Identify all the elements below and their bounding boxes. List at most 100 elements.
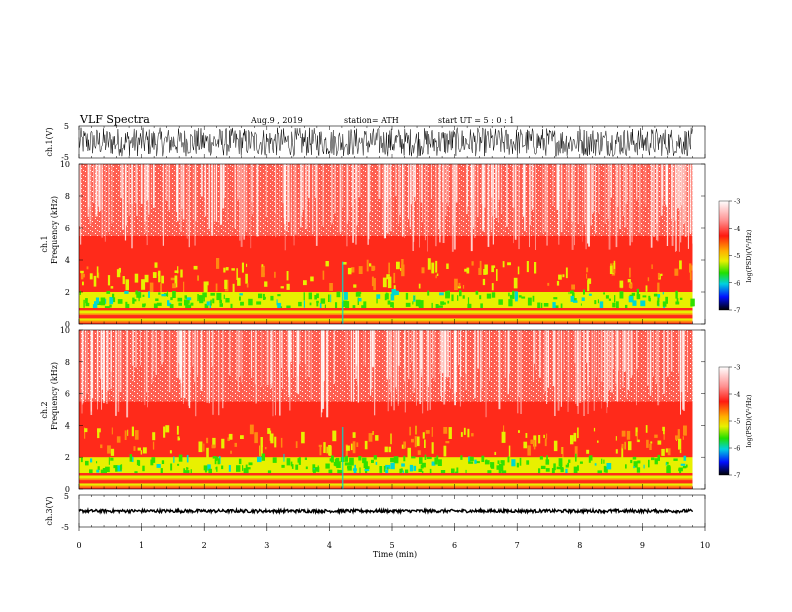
colorbar-tick-label: -3 [734,198,740,206]
spec-mid-patch [615,449,618,454]
spec-streak [310,330,312,400]
spec-streak [378,164,381,199]
spec-streak [133,330,134,381]
spec-streak [576,330,579,406]
spec-low-patch [455,471,457,475]
spec-streak [529,164,530,248]
spec-streak [387,330,389,412]
spec-streak [481,164,483,205]
spec-streak [208,330,210,404]
spec-streak [287,330,289,371]
spec-streak [626,330,628,398]
spec-streak [608,330,611,390]
spec-mid-patch [97,272,100,279]
spec-streak [312,164,314,233]
spec-low-patch [270,295,274,301]
spec-streak [215,164,218,222]
spec-streak [151,164,152,202]
freq-tick-label: 4 [65,256,70,265]
spec-low-patch [272,457,277,463]
spec-low-patch [391,289,397,296]
spec-mid-patch [372,431,374,435]
spec-low-patch [541,302,543,311]
spec-mid-patch [183,281,185,293]
spec-low-patch [567,462,569,466]
spec-mid-patch [373,266,376,270]
spec-low-patch [207,464,211,471]
spec-streak [656,164,658,241]
spec-mid-patch [350,443,353,451]
spec-low-patch [468,461,474,464]
spec-low-patch [405,469,409,475]
spec-low-patch [183,468,186,473]
spec-mid-patch [110,286,114,289]
spec-low-patch [96,461,98,464]
spec-streak [565,164,568,220]
spec-streak [333,330,335,384]
spec-mid-patch [636,432,638,442]
spec-streak [184,330,186,398]
spec-low-patch [385,464,391,469]
spec-mid-patch [375,435,379,441]
spec-low-patch [487,470,492,476]
spec-streak [507,330,509,395]
spec-mid-patch [180,269,183,278]
spec-low-patch [142,465,145,472]
spec-streak [639,164,641,234]
spec-streak [626,164,628,202]
spec-streak [195,164,197,222]
spec-streak [176,330,179,378]
spec-low-patch [665,462,667,466]
spec-streak [163,330,164,362]
spec-low-patch [579,461,583,464]
spec-mid-patch [368,433,373,442]
spec-mid-patch [645,285,648,292]
spec-streak [489,330,490,381]
spec-streak [627,330,630,390]
spec-low-patch [456,467,459,475]
spec-streak [192,164,194,220]
spec-low-patch [204,468,207,473]
spec-mid-patch [677,429,680,441]
ch2-spec-ylabel-1: ch.2 [40,401,49,418]
spec-streak [151,330,153,383]
spec-streak [689,164,692,233]
spec-streak [101,164,103,238]
spec-streak [188,164,190,248]
spec-mid-patch [627,279,631,283]
spec-streak [288,330,290,385]
spec-streak [293,330,294,378]
start-time-label: start UT = 5 : 0 : 1 [438,116,514,125]
spec-streak [111,164,113,224]
spec-low-patch [328,469,333,474]
spec-low-patch [286,458,291,466]
spec-streak [472,164,475,228]
spec-low-patch [102,468,107,474]
spec-streak [470,164,473,252]
spec-bottom-stripe [79,478,693,481]
spec-mid-patch [141,279,146,290]
spec-streak [577,330,579,414]
ch1-colorbar: -3 -4 -5 -6 -7 log(PSD)(V²/Hz) [718,198,753,315]
spec-streak [266,330,269,386]
spec-streak [334,164,336,214]
spec-streak [194,164,196,246]
spec-streak [660,164,663,216]
spec-mid-patch [97,429,100,439]
spec-mid-patch [517,266,520,275]
spec-mid-patch [547,282,550,286]
spec-low-patch [83,299,85,308]
spec-streak [517,330,519,414]
spec-streak [434,330,436,381]
spec-low-patch [97,466,100,470]
spec-low-patch [172,291,176,298]
spec-streak [374,330,376,416]
spec-streak [404,164,405,238]
spec-low-patch [203,293,205,302]
spec-streak [650,330,652,391]
spec-mid-patch [570,435,574,445]
spec-bottom-stripe [79,318,693,321]
spec-mid-patch [366,259,369,272]
spec-streak [451,164,454,252]
spec-streak [445,164,447,216]
